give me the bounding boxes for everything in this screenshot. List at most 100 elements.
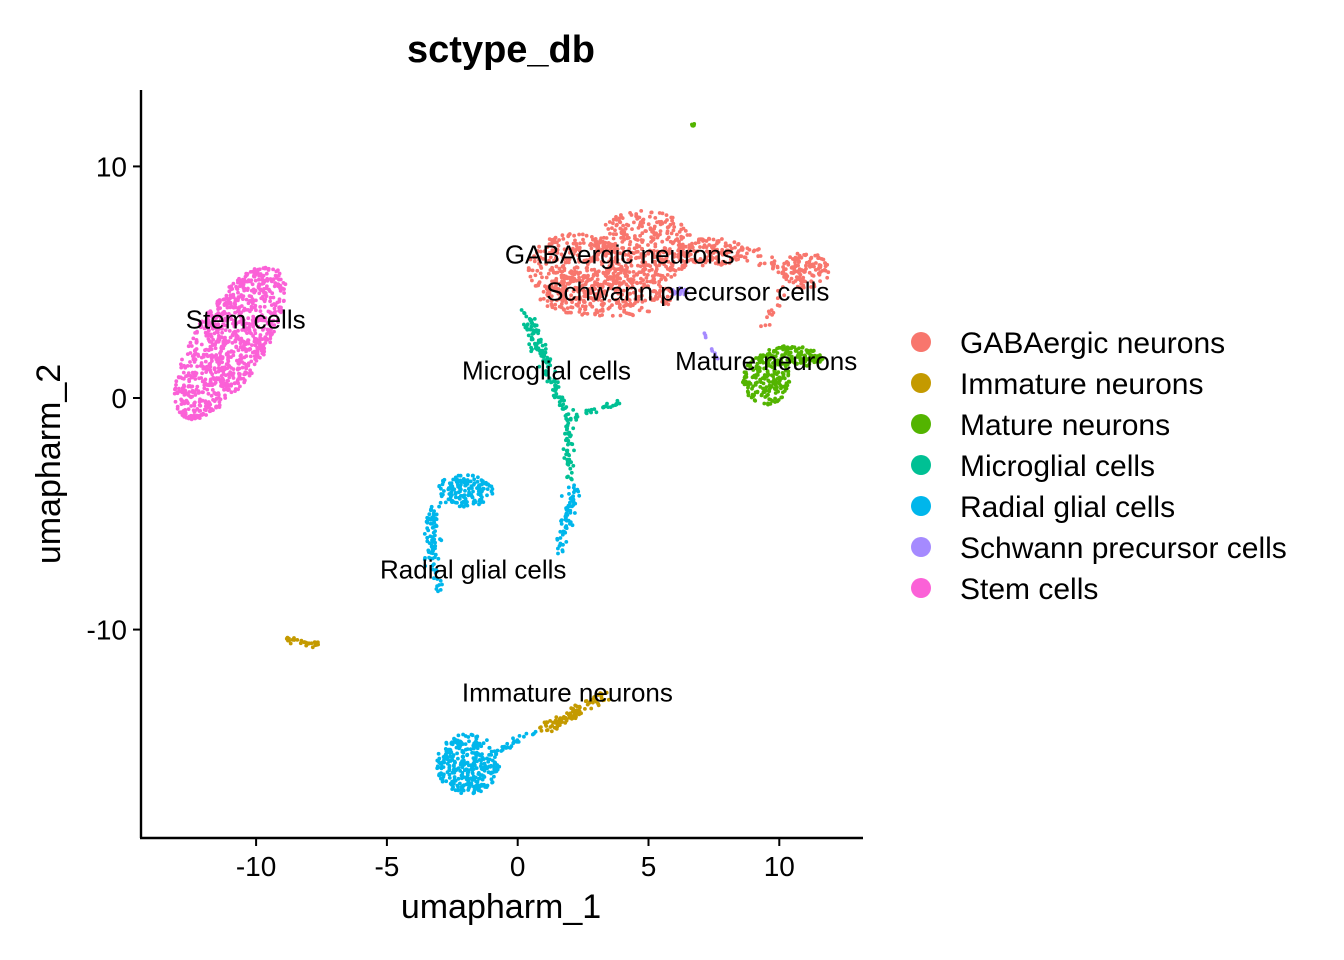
data-point (553, 383, 557, 388)
legend-swatch (911, 537, 931, 557)
data-point (458, 489, 462, 494)
data-point (753, 398, 758, 403)
data-point (450, 740, 454, 745)
data-point (675, 232, 679, 237)
data-point (659, 277, 664, 282)
data-point (626, 253, 631, 257)
data-point (560, 299, 565, 304)
data-point (654, 254, 659, 259)
data-point (695, 249, 700, 254)
data-point (452, 775, 457, 779)
data-point (231, 350, 236, 354)
data-point (592, 695, 596, 699)
data-point (268, 328, 272, 333)
data-point (194, 340, 199, 344)
data-point (479, 789, 483, 794)
data-point (572, 278, 576, 282)
data-point (278, 289, 283, 293)
data-point (438, 500, 443, 505)
data-point (540, 275, 544, 280)
data-point (563, 715, 568, 720)
data-point (539, 728, 544, 733)
data-point (544, 275, 549, 280)
data-point (601, 271, 606, 276)
data-point (214, 376, 219, 380)
data-point (425, 539, 430, 544)
data-point (189, 344, 194, 348)
data-point (641, 217, 646, 222)
data-point (559, 288, 564, 293)
data-point (517, 734, 522, 738)
data-point (193, 373, 198, 378)
data-point (818, 353, 822, 358)
data-point (486, 770, 491, 775)
data-point (631, 270, 636, 274)
data-point (594, 410, 599, 415)
data-point (493, 760, 497, 765)
data-point (456, 742, 461, 747)
data-point (444, 755, 449, 760)
data-point (257, 291, 262, 296)
data-point (769, 354, 774, 358)
data-point (577, 248, 582, 253)
data-point (573, 703, 578, 708)
data-point (543, 347, 548, 351)
data-point (743, 255, 748, 260)
data-point (715, 239, 720, 244)
data-point (456, 733, 461, 738)
data-point (453, 738, 457, 742)
data-point (268, 323, 273, 327)
data-point (456, 776, 461, 781)
data-point (228, 295, 233, 300)
data-point (456, 473, 461, 478)
data-point (217, 337, 222, 342)
data-point (780, 395, 784, 400)
data-point (554, 719, 559, 724)
legend-swatch (911, 578, 931, 598)
data-point (440, 779, 445, 784)
data-point (576, 289, 581, 294)
data-point (569, 477, 574, 482)
data-point (224, 362, 229, 366)
data-point (209, 393, 214, 398)
data-point (659, 219, 664, 224)
data-point (679, 267, 684, 271)
data-point (478, 492, 483, 496)
data-point (610, 226, 614, 231)
data-point (482, 481, 487, 486)
data-point (259, 288, 264, 293)
data-point (443, 500, 448, 505)
data-point (612, 277, 616, 281)
data-point (604, 246, 609, 251)
data-point (611, 217, 616, 222)
data-point (577, 232, 581, 237)
data-point (742, 375, 747, 380)
data-point (600, 282, 604, 287)
data-point (564, 310, 568, 315)
data-point (545, 728, 550, 732)
data-point (202, 386, 207, 391)
data-point (459, 791, 464, 795)
data-point (248, 323, 252, 327)
data-point (550, 265, 554, 270)
data-point (183, 408, 188, 412)
data-point (198, 325, 203, 330)
data-point (557, 238, 561, 242)
data-point (460, 742, 465, 746)
data-point (629, 286, 634, 290)
data-point (537, 244, 541, 249)
data-point (179, 365, 184, 370)
data-point (429, 507, 433, 511)
data-point (313, 643, 318, 648)
data-point (754, 356, 758, 360)
data-point (258, 305, 263, 309)
data-point (543, 372, 548, 376)
data-point (736, 242, 741, 246)
data-point (572, 272, 577, 277)
data-point (547, 251, 552, 255)
data-point (801, 283, 806, 288)
data-point (597, 295, 602, 300)
data-point (449, 750, 454, 755)
data-point (277, 271, 282, 276)
data-point (191, 336, 196, 341)
